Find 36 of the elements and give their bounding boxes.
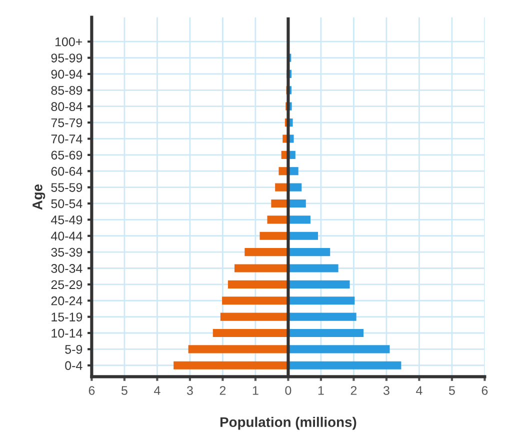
y-tick-label: 40-44 [50,232,82,241]
x-tick-label: 5 [448,386,455,395]
y-tick-label: 55-59 [51,183,82,192]
y-tick-label: 5-9 [65,344,82,354]
x-tick-label: 4 [416,386,422,395]
y-tick-label: 50-54 [51,199,82,208]
x-tick-label: 2 [220,386,226,395]
x-tick-label: 3 [186,386,193,395]
y-tick-label: 80-84 [51,102,82,112]
x-tick-label: 5 [121,386,128,395]
y-tick-label: 20-24 [51,296,82,306]
x-tick-label: 0 [285,386,292,395]
y-tick-label: 30-34 [51,264,82,273]
x-tick-label: 6 [482,386,488,395]
y-tick-label: 85-89 [51,86,82,95]
y-tick-label: 75-79 [51,118,82,128]
y-tick-label: 70-74 [51,134,82,144]
y-tick-label: 10-14 [52,328,82,338]
x-tick-label: 2 [350,386,357,395]
x-tick-label: 6 [88,386,95,395]
y-tick-label: 65-69 [51,150,82,160]
y-tick-label: 90-94 [51,70,82,79]
y-tick-label: 35-39 [51,248,82,257]
y-tick-label: 60-64 [51,166,82,176]
x-tick-label: 3 [383,386,390,395]
x-axis-title: Population (millions) [220,416,356,430]
y-tick-label: 15-19 [52,312,82,322]
y-tick-label: 25-29 [51,280,82,290]
x-tick-label: 1 [318,386,324,395]
y-axis-title: Age [32,184,46,210]
y-tick-label: 95-99 [51,54,82,62]
y-tick-label: 0-4 [65,361,82,370]
y-tick-label: 100+ [55,37,82,46]
y-tick-label: 45-49 [50,215,82,224]
x-tick-label: 4 [154,386,160,395]
x-tick-label: 1 [252,386,258,395]
